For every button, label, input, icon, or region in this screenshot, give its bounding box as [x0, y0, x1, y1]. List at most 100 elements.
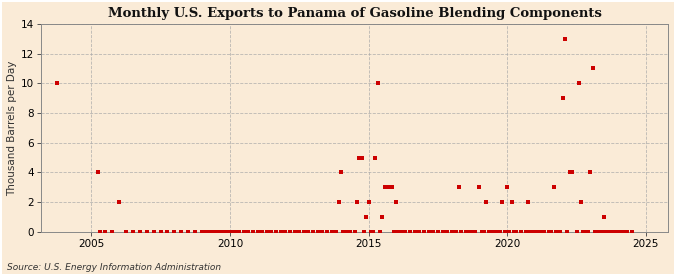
- Point: [368, 230, 379, 234]
- Point: [497, 200, 508, 204]
- Point: [92, 170, 103, 175]
- Point: [618, 230, 628, 234]
- Point: [352, 200, 362, 204]
- Point: [613, 230, 624, 234]
- Point: [454, 185, 464, 189]
- Point: [243, 230, 254, 234]
- Point: [486, 230, 497, 234]
- Point: [266, 230, 277, 234]
- Point: [238, 230, 249, 234]
- Point: [358, 230, 369, 234]
- Point: [610, 230, 621, 234]
- Point: [271, 230, 281, 234]
- Point: [95, 230, 106, 234]
- Point: [51, 81, 62, 86]
- Point: [626, 230, 637, 234]
- Point: [169, 230, 180, 234]
- Point: [530, 230, 541, 234]
- Point: [377, 215, 388, 219]
- Point: [603, 230, 614, 234]
- Point: [201, 230, 212, 234]
- Point: [326, 230, 337, 234]
- Point: [317, 230, 327, 234]
- Point: [248, 230, 259, 234]
- Point: [225, 230, 236, 234]
- Point: [580, 230, 591, 234]
- Point: [213, 230, 223, 234]
- Point: [190, 230, 200, 234]
- Point: [285, 230, 296, 234]
- Point: [500, 230, 510, 234]
- Point: [509, 230, 520, 234]
- Point: [382, 185, 393, 189]
- Y-axis label: Thousand Barrels per Day: Thousand Barrels per Day: [7, 60, 17, 196]
- Point: [532, 230, 543, 234]
- Point: [585, 170, 596, 175]
- Point: [289, 230, 300, 234]
- Point: [469, 230, 480, 234]
- Point: [605, 230, 616, 234]
- Point: [232, 230, 242, 234]
- Point: [211, 230, 221, 234]
- Point: [481, 200, 492, 204]
- Point: [566, 170, 577, 175]
- Point: [365, 230, 376, 234]
- Point: [608, 230, 619, 234]
- Point: [375, 230, 385, 234]
- Point: [418, 230, 429, 234]
- Point: [400, 230, 411, 234]
- Point: [560, 37, 570, 41]
- Point: [520, 230, 531, 234]
- Point: [578, 230, 589, 234]
- Point: [622, 230, 632, 234]
- Point: [562, 230, 573, 234]
- Point: [525, 230, 536, 234]
- Title: Monthly U.S. Exports to Panama of Gasoline Blending Components: Monthly U.S. Exports to Panama of Gasoli…: [108, 7, 601, 20]
- Point: [428, 230, 439, 234]
- Point: [405, 230, 416, 234]
- Point: [257, 230, 268, 234]
- Point: [564, 170, 575, 175]
- Point: [280, 230, 291, 234]
- Point: [393, 230, 404, 234]
- Point: [571, 230, 582, 234]
- Point: [209, 230, 219, 234]
- Point: [543, 230, 554, 234]
- Point: [298, 230, 309, 234]
- Point: [396, 230, 406, 234]
- Point: [597, 230, 608, 234]
- Point: [558, 96, 568, 100]
- Text: Source: U.S. Energy Information Administration: Source: U.S. Energy Information Administ…: [7, 263, 221, 272]
- Point: [230, 230, 240, 234]
- Point: [516, 230, 526, 234]
- Point: [354, 155, 364, 160]
- Point: [206, 230, 217, 234]
- Point: [349, 230, 360, 234]
- Point: [495, 230, 506, 234]
- Point: [386, 185, 397, 189]
- Point: [100, 230, 111, 234]
- Point: [261, 230, 272, 234]
- Point: [344, 230, 355, 234]
- Point: [451, 230, 462, 234]
- Point: [583, 230, 593, 234]
- Point: [148, 230, 159, 234]
- Point: [615, 230, 626, 234]
- Point: [460, 230, 471, 234]
- Point: [534, 230, 545, 234]
- Point: [437, 230, 448, 234]
- Point: [134, 230, 145, 234]
- Point: [441, 230, 452, 234]
- Point: [252, 230, 263, 234]
- Point: [183, 230, 194, 234]
- Point: [333, 200, 344, 204]
- Point: [587, 66, 598, 71]
- Point: [331, 230, 342, 234]
- Point: [465, 230, 476, 234]
- Point: [217, 230, 228, 234]
- Point: [141, 230, 152, 234]
- Point: [511, 230, 522, 234]
- Point: [553, 230, 564, 234]
- Point: [504, 230, 515, 234]
- Point: [227, 230, 238, 234]
